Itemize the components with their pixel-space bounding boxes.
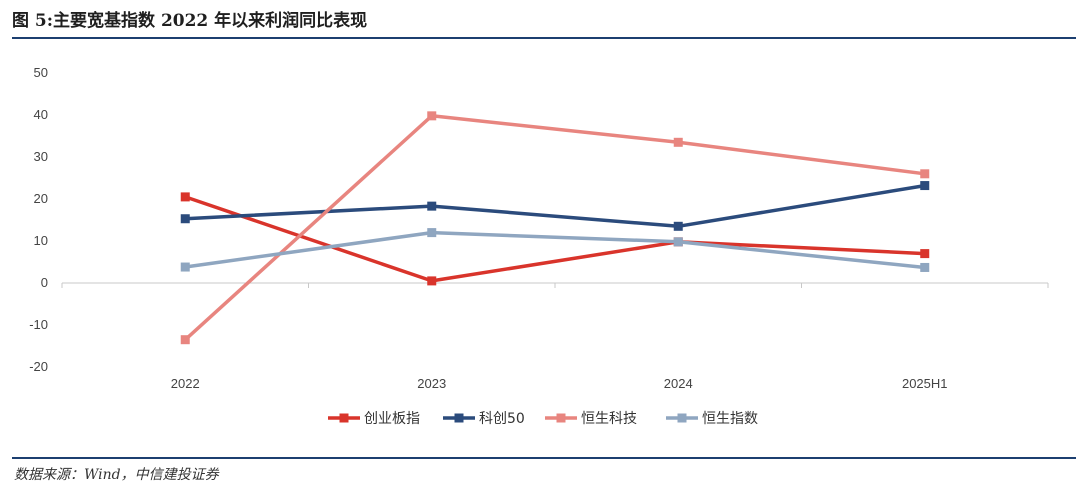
series-line [184,195,925,283]
line-chart: 50 40 30 20 10 0 -10 -20 2022 2023 2024 2025H1 创业板… [29,65,1049,427]
data-point-marker [180,192,190,202]
y-axis-ticks: 50 40 30 20 10 0 -10 -20 [29,65,48,374]
legend-swatch-marker [556,413,566,423]
x-tick-label: 2025H1 [902,376,948,391]
legend-swatch-marker [677,413,687,423]
data-point-marker [180,335,190,345]
data-point-marker [920,181,930,191]
legend-label: 恒生科技 [581,411,637,427]
data-point-marker [180,214,190,224]
data-point-marker [673,237,683,247]
legend-label: 恒生指数 [702,411,758,427]
series-line [185,183,926,229]
data-point-marker [427,111,437,121]
legend-label: 科创50 [479,411,525,427]
legend-swatch-marker [454,413,464,423]
x-tick-label: 2024 [664,376,693,391]
bottom-divider [12,457,1076,459]
y-tick-label: 50 [34,65,48,80]
legend: 创业板指 科创50 恒生科技 恒生指数 [328,411,758,427]
series-lines [180,111,930,345]
source-note: 数据来源：Wind，中信建投证券 [14,467,219,483]
data-point-marker [920,169,930,179]
data-point-marker [920,249,930,259]
legend-label: 创业板指 [364,411,420,427]
data-point-marker [427,276,437,286]
x-axis-ticks: 2022 2023 2024 2025H1 [61,283,1049,391]
y-tick-label: 0 [41,275,48,290]
y-tick-label: 10 [34,233,48,248]
data-point-marker [673,221,683,231]
data-point-marker [920,262,930,272]
series-line [185,230,925,270]
legend-swatch-marker [339,413,349,423]
y-tick-label: -20 [29,359,48,374]
top-divider [12,37,1076,39]
x-tick-label: 2023 [417,376,446,391]
data-point-marker [427,228,437,238]
data-point-marker [180,262,190,272]
y-tick-label: 20 [34,191,48,206]
data-point-marker [427,201,437,211]
data-point-marker [673,137,683,147]
y-tick-label: -10 [29,317,48,332]
y-tick-label: 30 [34,149,48,164]
chart-title: 图 5:主要宽基指数 2022 年以来利润同比表现 [12,11,368,31]
series-line [184,114,926,341]
y-tick-label: 40 [34,107,48,122]
x-tick-label: 2022 [171,376,200,391]
